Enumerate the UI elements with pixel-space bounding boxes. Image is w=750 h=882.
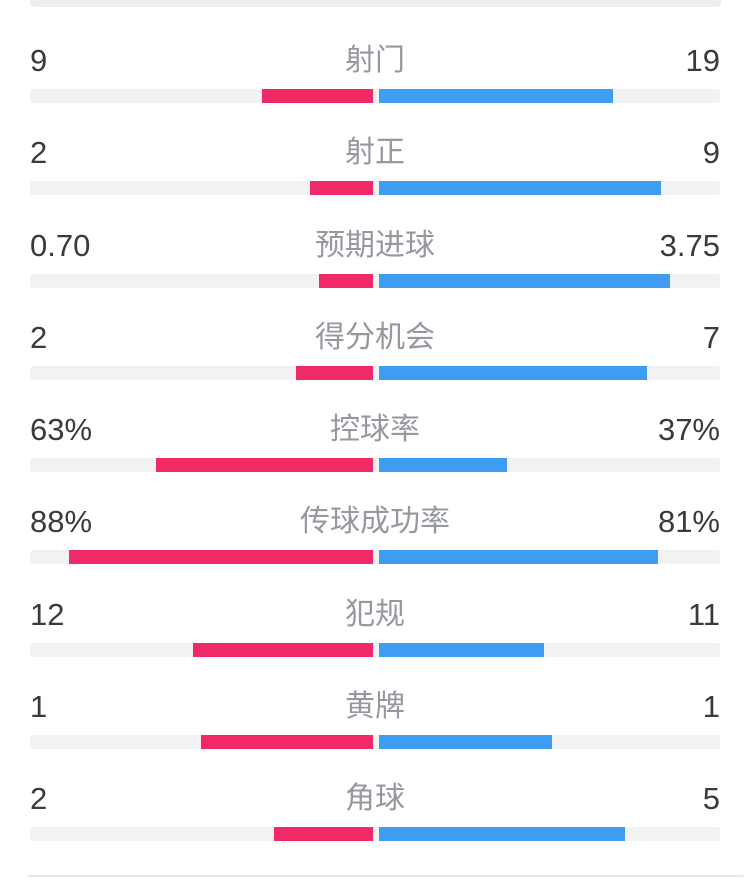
away-bar [379,89,614,103]
comparison-bar-track [30,550,720,565]
previous-row-track-remnant [30,0,721,7]
stat-header: 12 犯规 11 [30,596,720,634]
away-bar [379,458,507,472]
away-value: 37% [657,412,720,447]
away-value: 81% [657,504,720,540]
away-value: 5 [702,781,720,816]
comparison-bar-track [30,827,720,841]
stat-header: 0.70 预期进球 3.75 [30,227,720,265]
away-bar [379,734,552,749]
home-bar [200,734,373,749]
home-value: 12 [30,596,65,632]
away-bar [379,550,659,565]
home-value: 2 [30,319,48,355]
comparison-bar-track [30,181,720,196]
away-bar [379,365,648,380]
stat-header: 88% 传球成功率 81% [30,503,720,541]
away-value: 3.75 [659,227,720,263]
stat-row: 9 射门 19 [0,14,750,106]
stat-row: 2 角球 5 [0,752,750,844]
bottom-divider [28,875,744,877]
home-value: 63% [30,412,93,447]
away-bar [379,642,544,657]
home-value: 0.70 [30,227,91,263]
stats-rows: 9 射门 19 2 射正 9 0.70 预期进球 3.75 2 得分机会 7 63% 控球率 37% 88% 传… [0,14,750,844]
comparison-bar-track [30,458,720,472]
stat-label: 得分机会 [315,320,435,354]
home-bar [69,550,373,565]
stat-row: 12 犯规 11 [0,568,750,660]
home-value: 1 [30,688,48,724]
stat-header: 2 角球 5 [30,780,720,818]
comparison-bar-track [30,89,720,103]
home-bar [262,89,373,103]
away-bar [379,273,670,288]
stat-label: 射门 [345,44,405,77]
stat-header: 1 黄牌 1 [30,688,720,726]
away-value: 1 [702,688,720,724]
away-value: 11 [687,596,720,632]
comparison-bar-track [30,734,720,749]
stat-header: 2 得分机会 7 [30,319,720,357]
stat-header: 63% 控球率 37% [30,411,720,449]
home-value: 9 [30,43,48,78]
home-bar [155,458,373,472]
home-bar [310,181,373,196]
stat-label: 角球 [345,782,405,815]
stat-row: 2 射正 9 [0,106,750,198]
home-value: 88% [30,504,93,540]
home-value: 2 [30,135,48,171]
home-bar [192,642,373,657]
comparison-bar-track [30,642,720,657]
stat-header: 9 射门 19 [30,42,720,80]
away-value: 9 [702,135,720,171]
away-bar [379,827,626,841]
stat-label: 控球率 [330,413,420,446]
away-bar [379,181,662,196]
away-value: 7 [702,319,720,355]
stat-row: 88% 传球成功率 81% [0,475,750,567]
stat-header: 2 射正 9 [30,134,720,172]
home-bar [274,827,373,841]
stat-label: 传球成功率 [300,505,450,539]
home-bar [296,365,373,380]
comparison-bar-track [30,365,720,380]
home-bar [318,273,373,288]
stat-row: 0.70 预期进球 3.75 [0,199,750,291]
comparison-bar-track [30,273,720,288]
stat-label: 射正 [345,136,405,170]
away-value: 19 [685,43,720,78]
stat-label: 预期进球 [315,228,435,262]
stat-label: 犯规 [345,597,405,631]
stat-row: 63% 控球率 37% [0,383,750,475]
home-value: 2 [30,781,48,816]
stat-row: 1 黄牌 1 [0,660,750,752]
stat-label: 黄牌 [345,689,405,723]
stat-row: 2 得分机会 7 [0,291,750,383]
